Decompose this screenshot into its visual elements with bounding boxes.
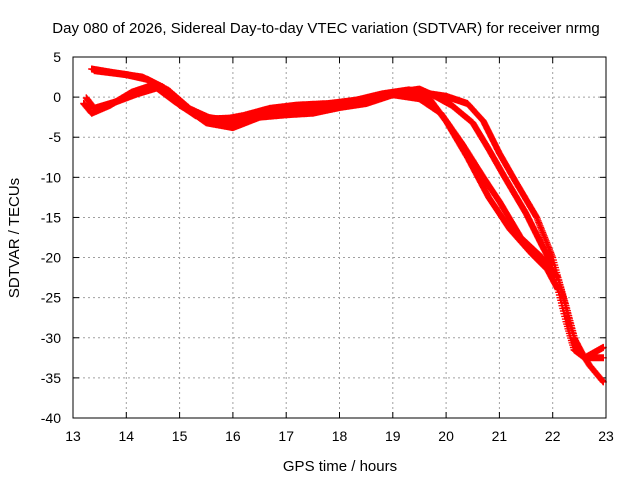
series-trace-4 [90, 67, 557, 270]
y-tick-label: -30 [41, 330, 61, 346]
y-tick-label: 5 [53, 49, 61, 65]
y-tick-label: -15 [41, 209, 61, 225]
y-tick-label: -5 [49, 129, 62, 145]
x-tick-label: 23 [598, 428, 614, 444]
y-tick-label: 0 [53, 89, 61, 105]
y-tick-label: -35 [41, 370, 61, 386]
x-tick-label: 18 [332, 428, 348, 444]
x-tick-label: 13 [65, 428, 81, 444]
y-tick-label: -20 [41, 250, 61, 266]
x-tick-label: 14 [119, 428, 135, 444]
chart-title: Day 080 of 2026, Sidereal Day-to-day VTE… [52, 20, 599, 37]
y-tick-label: -40 [41, 410, 61, 426]
x-tick-label: 19 [385, 428, 401, 444]
x-tick-label: 16 [225, 428, 241, 444]
y-tick-label: -25 [41, 290, 61, 306]
x-tick-label: 15 [172, 428, 188, 444]
marker-trace [90, 67, 557, 270]
grid-lines [73, 57, 606, 418]
y-tick-label: -10 [41, 169, 61, 185]
x-tick-label: 20 [438, 428, 454, 444]
x-tick-label: 17 [278, 428, 294, 444]
marker-trace [82, 84, 607, 386]
x-tick-label: 22 [545, 428, 561, 444]
x-tick-label: 21 [492, 428, 508, 444]
plot-frame [72, 56, 607, 419]
data-series [80, 65, 607, 386]
x-axis-ticks: 13 14 15 16 17 18 19 20 21 22 23 [65, 57, 614, 444]
x-axis-label: GPS time / hours [283, 458, 397, 475]
y-axis-ticks: 5 0 -5 -10 -15 -20 -25 -30 -35 -40 [41, 49, 606, 426]
series-trace-2 [82, 84, 607, 386]
y-axis-label: SDTVAR / TECUs [6, 178, 23, 298]
